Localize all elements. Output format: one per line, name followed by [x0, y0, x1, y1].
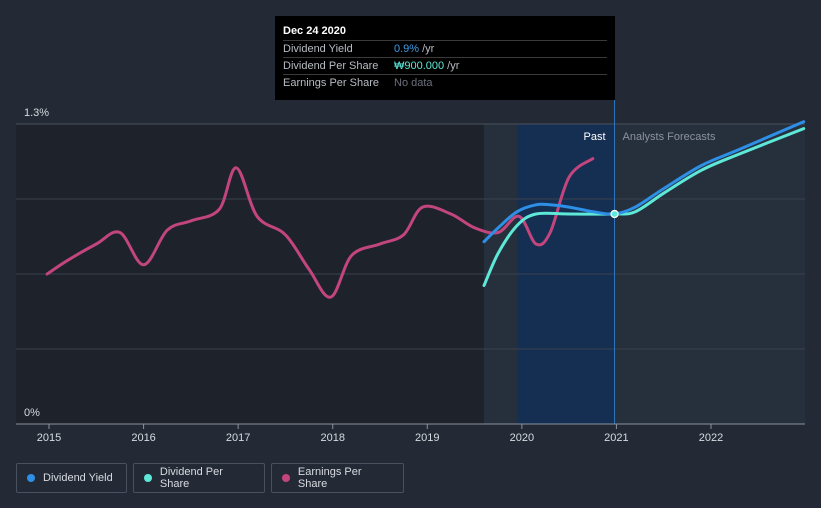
legend-earnings-per-share[interactable]: Earnings Per Share — [271, 463, 404, 493]
hover-marker — [610, 209, 619, 219]
tooltip-row-earnings-per-share: Earnings Per Share No data — [283, 74, 607, 91]
x-axis: 2015 2016 2017 2018 2019 2020 2021 2022 — [16, 423, 805, 444]
tooltip-value: No data — [394, 77, 433, 89]
y-tick-top: 1.3% — [24, 107, 49, 119]
analysts-forecasts-label: Analysts Forecasts — [623, 131, 716, 143]
tooltip-date: Dec 24 2020 — [283, 25, 346, 37]
tooltip-row-dividend-yield: Dividend Yield 0.9% /yr — [283, 40, 607, 57]
tooltip-label: Dividend Per Share — [283, 60, 379, 72]
legend-label: Dividend Yield — [43, 472, 113, 484]
legend-dot-icon — [144, 474, 152, 482]
x-tick-label: 2017 — [226, 432, 250, 444]
tooltip-label: Dividend Yield — [283, 43, 353, 55]
tooltip-label: Earnings Per Share — [283, 77, 379, 89]
gridlines — [16, 123, 805, 350]
tooltip-unit: /yr — [447, 60, 460, 72]
legend-dividend-per-share[interactable]: Dividend Per Share — [133, 463, 265, 493]
tooltip-unit: /yr — [422, 43, 435, 55]
series-line-dividend-yield — [482, 120, 806, 244]
x-tick-label: 2022 — [699, 432, 723, 444]
x-tick-label: 2021 — [604, 432, 628, 444]
x-tick-label: 2019 — [415, 432, 439, 444]
legend-dot-icon — [282, 474, 290, 482]
x-tick-label: 2015 — [37, 432, 61, 444]
x-tick-label: 2016 — [131, 432, 155, 444]
x-tick-label: 2018 — [320, 432, 344, 444]
series-line-earnings-per-share — [45, 157, 595, 299]
tooltip: Dec 24 2020 Dividend Yield 0.9% /yr Divi… — [275, 16, 615, 100]
legend-dot-icon — [27, 474, 35, 482]
past-label: Past — [584, 131, 606, 143]
tooltip-row-dividend-per-share: Dividend Per Share ₩900.000 /yr — [283, 57, 607, 74]
hover-markers — [610, 209, 619, 219]
y-tick-bottom: 0% — [24, 407, 40, 419]
legend-label: Dividend Per Share — [159, 466, 223, 490]
legend-dividend-yield[interactable]: Dividend Yield — [16, 463, 127, 493]
tooltip-value: ₩900.000 — [394, 60, 445, 72]
x-tick-label: 2020 — [510, 432, 534, 444]
tooltip-value: 0.9% — [394, 43, 420, 55]
legend-label: Earnings Per Share — [297, 466, 362, 490]
